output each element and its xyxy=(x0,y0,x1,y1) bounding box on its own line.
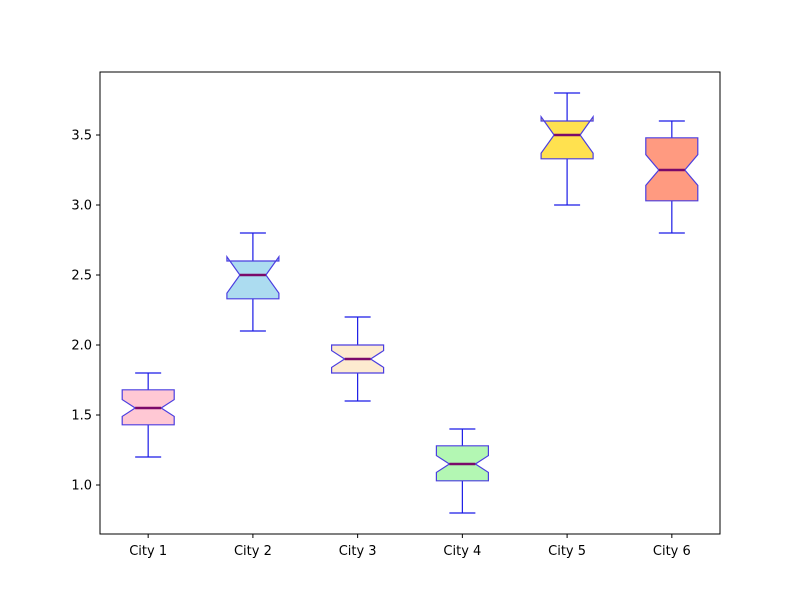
box-group-3 xyxy=(331,316,385,402)
y-tick-label: 2.5 xyxy=(71,269,92,284)
box-group-4 xyxy=(435,428,489,514)
plot-frame xyxy=(99,71,721,535)
y-axis: 1.0 1.5 2.0 2.5 3.0 3.5 xyxy=(71,129,100,494)
y-tick-label: 2.0 xyxy=(71,339,92,354)
box-body xyxy=(540,114,594,160)
box-group-5 xyxy=(540,92,594,206)
box-group-2 xyxy=(226,232,280,332)
boxes-layer xyxy=(121,92,699,514)
box-group-6 xyxy=(645,120,699,234)
x-tick-label: City 3 xyxy=(339,544,377,559)
y-tick-label: 1.0 xyxy=(71,479,92,494)
x-axis: City 1 City 2 City 3 City 4 City 5 City 6 xyxy=(129,534,691,559)
x-tick-label: City 6 xyxy=(653,544,691,559)
box-group-1 xyxy=(121,372,175,458)
x-tick-label: City 5 xyxy=(548,544,586,559)
y-tick-label: 3.5 xyxy=(71,129,92,144)
y-tick-label: 1.5 xyxy=(71,409,92,424)
x-tick-label: City 2 xyxy=(234,544,272,559)
x-tick-label: City 4 xyxy=(443,544,481,559)
box-body xyxy=(226,254,280,300)
x-tick-label: City 1 xyxy=(129,544,167,559)
y-tick-label: 3.0 xyxy=(71,199,92,214)
